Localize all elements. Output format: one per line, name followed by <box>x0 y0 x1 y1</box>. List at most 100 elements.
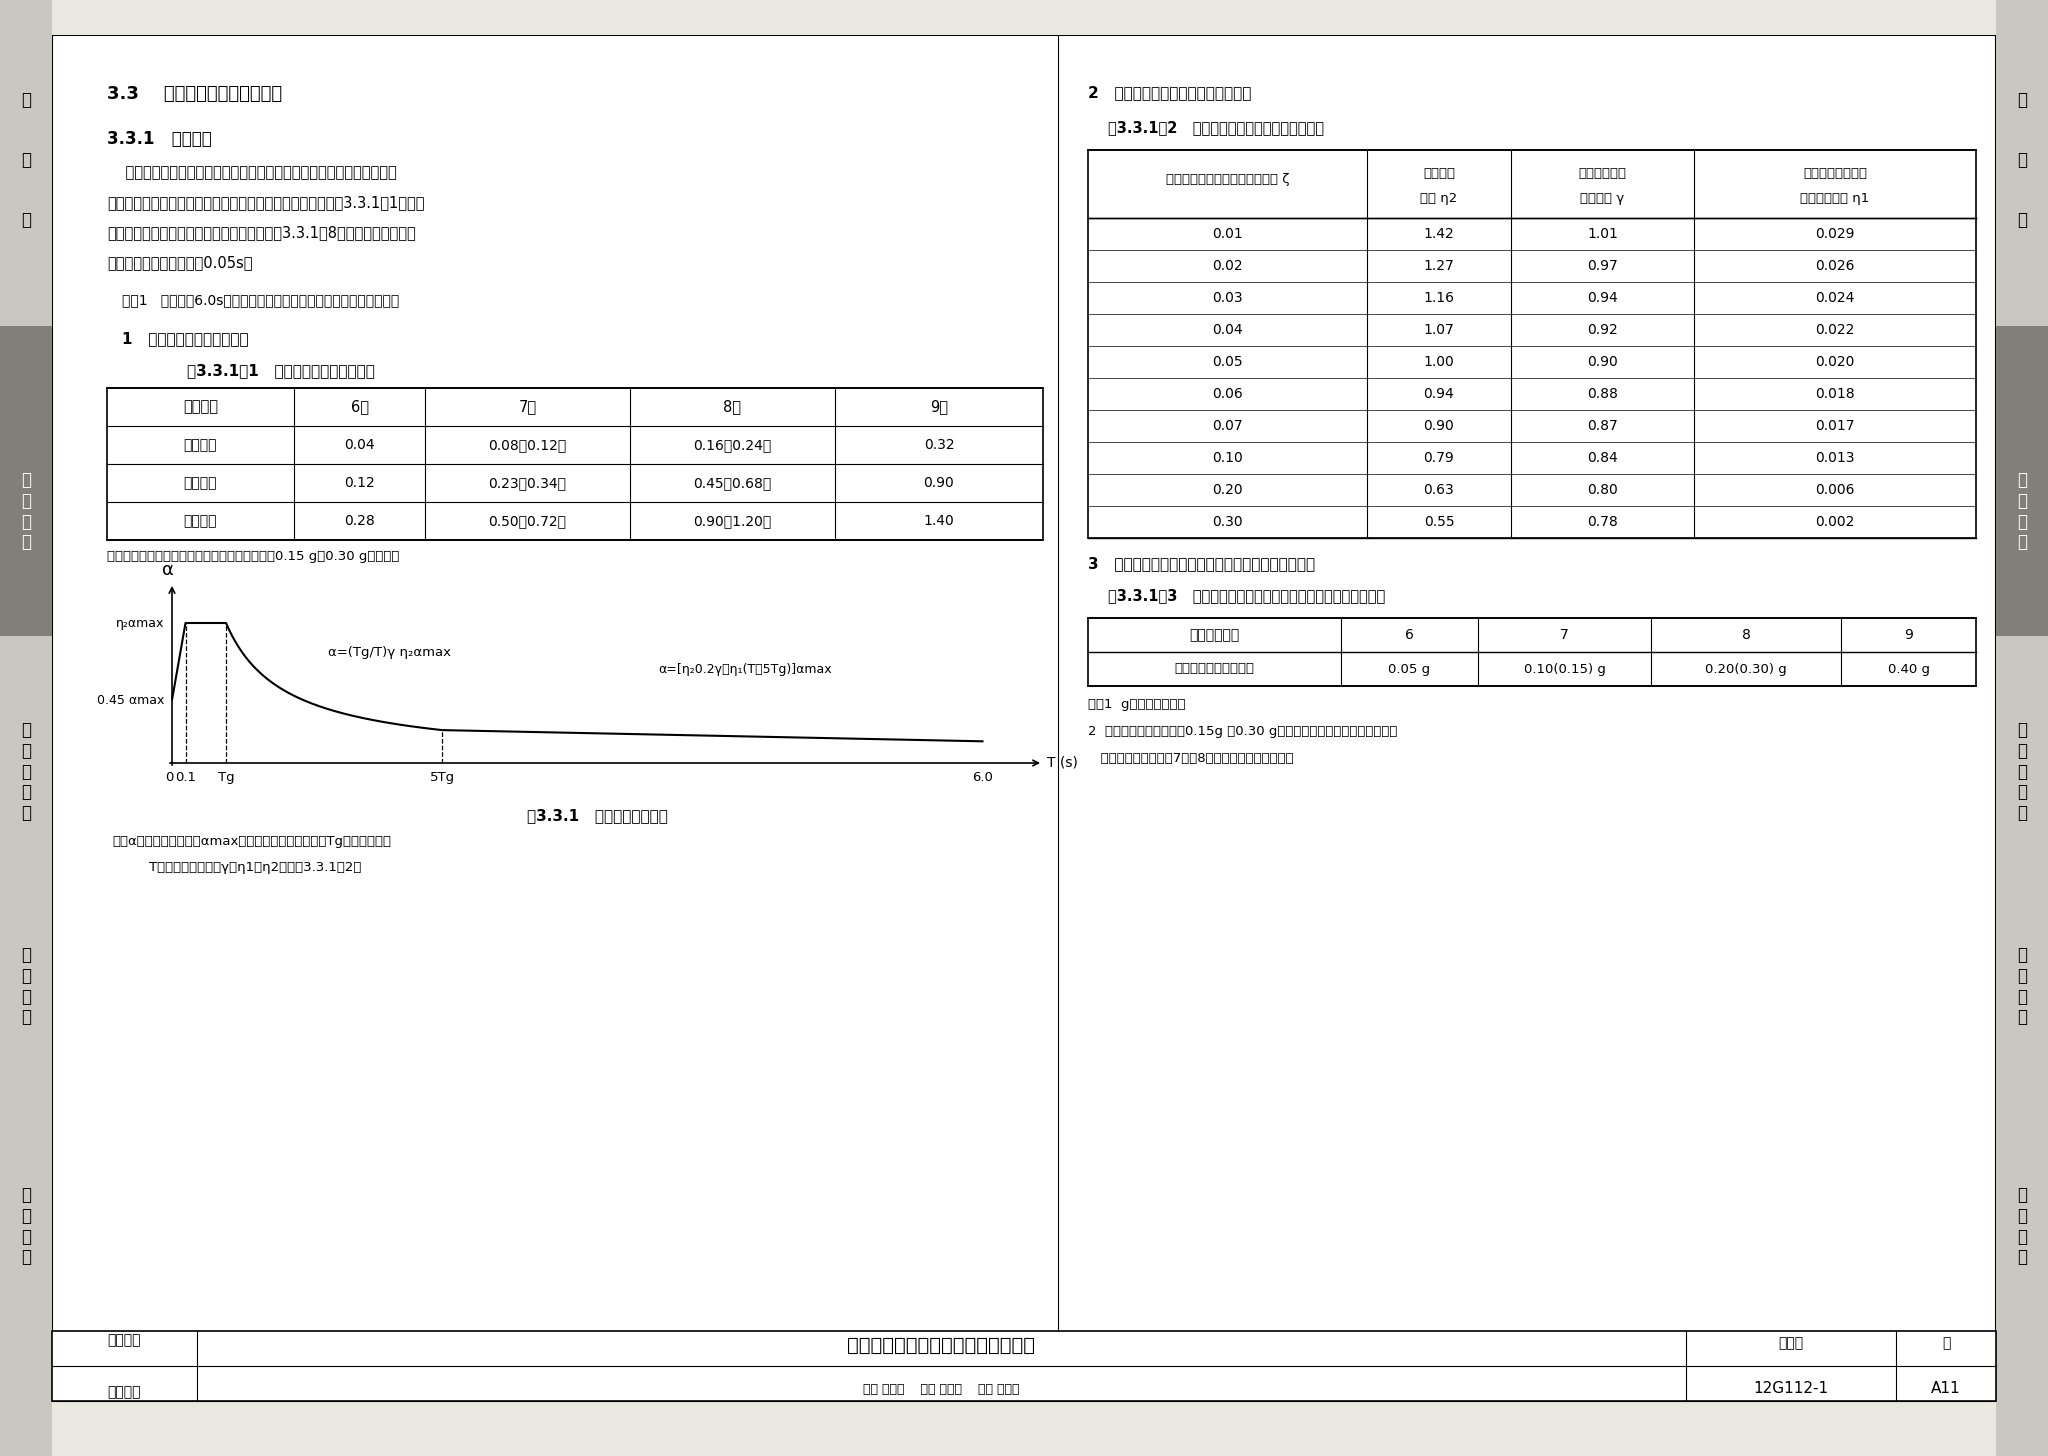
Text: 0.30: 0.30 <box>1212 515 1243 529</box>
Text: 斜率调整系数 η1: 斜率调整系数 η1 <box>1800 192 1870 205</box>
Text: 在多遇地震下建筑结构的阻尼比 ζ: 在多遇地震下建筑结构的阻尼比 ζ <box>1165 172 1290 185</box>
Text: 设防地震: 设防地震 <box>184 476 217 491</box>
Text: 衰减指数 γ: 衰减指数 γ <box>1581 192 1624 205</box>
Text: 结构设计: 结构设计 <box>109 1334 141 1347</box>
Text: 1.40: 1.40 <box>924 514 954 529</box>
Text: 0.20: 0.20 <box>1212 483 1243 496</box>
Text: 0.01: 0.01 <box>1212 227 1243 242</box>
Text: 0.026: 0.026 <box>1815 259 1855 272</box>
Text: 0.05: 0.05 <box>1212 355 1243 368</box>
Text: 地震作用和结构抗震验算的一般规定: 地震作用和结构抗震验算的一般规定 <box>848 1337 1036 1356</box>
Text: 0.04: 0.04 <box>344 438 375 451</box>
Text: 0.03: 0.03 <box>1212 291 1243 304</box>
Text: T (s): T (s) <box>1047 756 1077 770</box>
Text: Tg: Tg <box>217 772 233 783</box>
Text: 抗震设防烈度: 抗震设防烈度 <box>1190 628 1239 642</box>
Text: 0.50（0.72）: 0.50（0.72） <box>489 514 567 529</box>
Text: 基
本
数
据: 基 本 数 据 <box>20 470 31 552</box>
Text: T－结构自振周期；γ、η1、η2－见表3.3.1－2。: T－结构自振周期；γ、η1、η2－见表3.3.1－2。 <box>131 860 360 874</box>
Text: 分别按抗震设防烈度7度和8度的要求进行抗震设计。: 分别按抗震设防烈度7度和8度的要求进行抗震设计。 <box>1087 751 1294 764</box>
Text: 砌
体
结
构: 砌 体 结 构 <box>20 946 31 1026</box>
Text: 0.79: 0.79 <box>1423 451 1454 464</box>
Bar <box>0 326 51 636</box>
Text: 8: 8 <box>1741 628 1751 642</box>
Text: 混
凝
土
结
构: 混 凝 土 结 构 <box>20 721 31 823</box>
Text: 明: 明 <box>2017 211 2028 229</box>
Text: 1.16: 1.16 <box>1423 291 1454 304</box>
Text: 6度: 6度 <box>350 399 369 415</box>
Text: 0.04: 0.04 <box>1212 323 1243 336</box>
Text: 9度: 9度 <box>930 399 948 415</box>
Text: 1.01: 1.01 <box>1587 227 1618 242</box>
Text: 作用时，特征周期应增加0.05s。: 作用时，特征周期应增加0.05s。 <box>106 255 252 269</box>
Text: 0.029: 0.029 <box>1815 227 1855 242</box>
Text: 曲线下降段的: 曲线下降段的 <box>1579 167 1626 181</box>
Text: 0.55: 0.55 <box>1423 515 1454 529</box>
Text: 明: 明 <box>20 211 31 229</box>
Text: 总: 总 <box>20 90 31 109</box>
Text: 特征周期应根据场地类别和设计地震分组按表3.3.1－8采用，计算罕遇地震: 特征周期应根据场地类别和设计地震分组按表3.3.1－8采用，计算罕遇地震 <box>106 226 416 240</box>
Text: 说: 说 <box>2017 151 2028 169</box>
Text: 0.84: 0.84 <box>1587 451 1618 464</box>
Bar <box>1997 326 2048 636</box>
Text: 0.90（1.20）: 0.90（1.20） <box>694 514 772 529</box>
Text: 说: 说 <box>20 151 31 169</box>
Bar <box>51 1331 1997 1401</box>
Text: 多遇地震: 多遇地震 <box>184 438 217 451</box>
Text: 8度: 8度 <box>723 399 741 415</box>
Text: 砌
体
结
构: 砌 体 结 构 <box>2017 946 2028 1026</box>
Text: 直线下降段的下降: 直线下降段的下降 <box>1802 167 1868 181</box>
Text: 注：α－地震影响系数；αmax－地震影响系数最大值；Tg－特征周期；: 注：α－地震影响系数；αmax－地震影响系数最大值；Tg－特征周期； <box>113 834 391 847</box>
Text: 0.16（0.24）: 0.16（0.24） <box>694 438 772 451</box>
Text: 3.3    地震作用和结构抗震验算: 3.3 地震作用和结构抗震验算 <box>106 84 283 103</box>
Text: 基
本
数
据: 基 本 数 据 <box>2017 470 2028 552</box>
Bar <box>51 0 1997 35</box>
Text: 9: 9 <box>1905 628 1913 642</box>
Text: 0: 0 <box>164 772 174 783</box>
Text: η₂αmax: η₂αmax <box>115 616 164 629</box>
Text: 0.20(0.30) g: 0.20(0.30) g <box>1706 662 1786 676</box>
Text: 注：1   周期大于6.0s的建筑结构所采用的地震影响系数应专门研究；: 注：1 周期大于6.0s的建筑结构所采用的地震影响系数应专门研究； <box>123 293 399 307</box>
Text: 0.88: 0.88 <box>1587 387 1618 400</box>
Bar <box>106 387 1042 540</box>
Text: 0.020: 0.020 <box>1815 355 1855 368</box>
Text: 0.23（0.34）: 0.23（0.34） <box>489 476 567 491</box>
Text: 总: 总 <box>2017 90 2028 109</box>
Text: 2   不同阻尼比时衰减指数和调整系数: 2 不同阻尼比时衰减指数和调整系数 <box>1087 84 1251 100</box>
Text: 0.10(0.15) g: 0.10(0.15) g <box>1524 662 1606 676</box>
Text: 建筑结构的地震影响系数应根据烈度、场地类别、设计地震分组和结构: 建筑结构的地震影响系数应根据烈度、场地类别、设计地震分组和结构 <box>106 165 397 181</box>
Text: 1   水平地震影响系数最大值: 1 水平地震影响系数最大值 <box>123 331 248 347</box>
Text: 0.45（0.68）: 0.45（0.68） <box>694 476 772 491</box>
Text: 3   抗震设防烈度和设计基本地震加速度值的对应关系: 3 抗震设防烈度和设计基本地震加速度值的对应关系 <box>1087 556 1315 571</box>
Text: 设计基本地震加速度值: 设计基本地震加速度值 <box>1174 662 1255 676</box>
Text: 0.32: 0.32 <box>924 438 954 451</box>
Text: 0.80: 0.80 <box>1587 483 1618 496</box>
Text: 0.024: 0.024 <box>1815 291 1855 304</box>
Text: 阻尼调整: 阻尼调整 <box>1423 167 1454 181</box>
Text: 1.27: 1.27 <box>1423 259 1454 272</box>
Text: 注：1  g为重力加速度。: 注：1 g为重力加速度。 <box>1087 697 1186 711</box>
Text: 地震影响: 地震影响 <box>182 399 217 415</box>
Bar <box>1997 0 2048 1456</box>
Text: 2  设计基本地震加速度为0.15g 和0.30 g地区内的建筑，除另有规定外，应: 2 设计基本地震加速度为0.15g 和0.30 g地区内的建筑，除另有规定外，应 <box>1087 725 1397 738</box>
Text: 注：括号中数值分别用于设计基本地震加速度为0.15 g和0.30 g的地区。: 注：括号中数值分别用于设计基本地震加速度为0.15 g和0.30 g的地区。 <box>106 550 399 563</box>
Text: 0.002: 0.002 <box>1815 515 1855 529</box>
Text: 表3.3.1－1   水平地震影响系数最大值: 表3.3.1－1 水平地震影响系数最大值 <box>186 363 375 379</box>
Text: 系数 η2: 系数 η2 <box>1421 192 1458 205</box>
Text: 0.1: 0.1 <box>174 772 197 783</box>
Text: 12G112-1: 12G112-1 <box>1753 1380 1829 1396</box>
Text: 0.63: 0.63 <box>1423 483 1454 496</box>
Text: 0.90: 0.90 <box>924 476 954 491</box>
Text: 图集号: 图集号 <box>1778 1337 1804 1350</box>
Text: 1.07: 1.07 <box>1423 323 1454 336</box>
Text: 页: 页 <box>1942 1337 1950 1350</box>
Text: 审核 陈雪光    校对 李国胜    设计 张玉梅: 审核 陈雪光 校对 李国胜 设计 张玉梅 <box>864 1383 1020 1396</box>
Text: 0.92: 0.92 <box>1587 323 1618 336</box>
Text: 0.94: 0.94 <box>1587 291 1618 304</box>
Text: 0.06: 0.06 <box>1212 387 1243 400</box>
Text: 5Tg: 5Tg <box>430 772 455 783</box>
Text: 0.78: 0.78 <box>1587 515 1618 529</box>
Text: 0.07: 0.07 <box>1212 419 1243 432</box>
Text: 0.45 αmax: 0.45 αmax <box>96 693 164 706</box>
Text: α=[η₂0.2γ－η₁(T－5Tg)]αmax: α=[η₂0.2γ－η₁(T－5Tg)]αmax <box>657 662 831 676</box>
